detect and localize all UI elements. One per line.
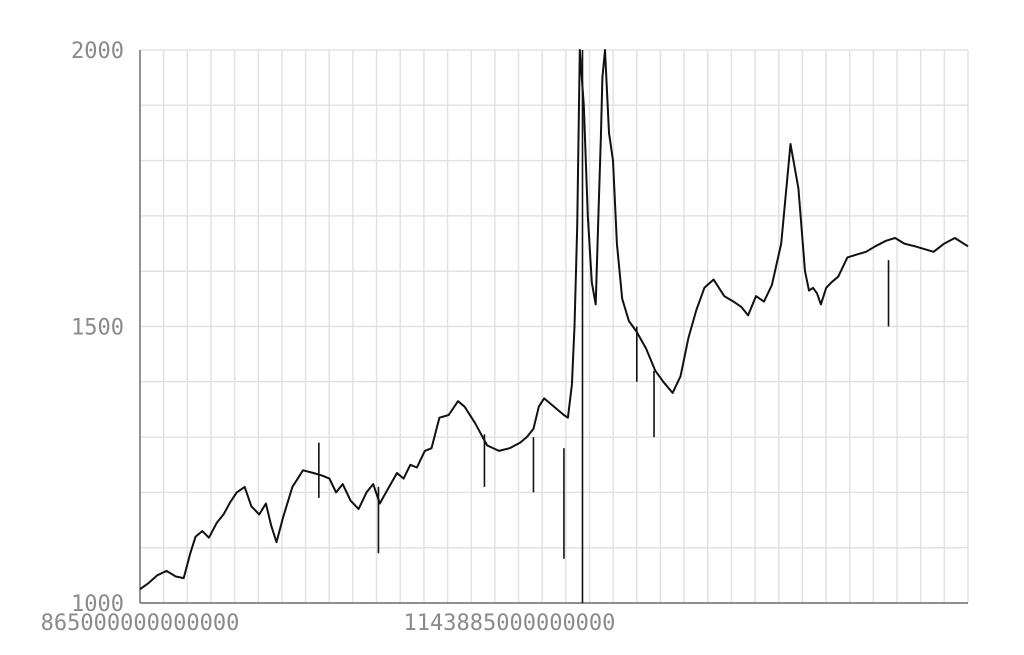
axes	[139, 50, 968, 604]
spike-lines	[318, 50, 890, 603]
y-tick-labels: 1000 1500 2000	[71, 39, 124, 617]
x-tick-label: 865000000000000	[41, 611, 240, 636]
y-tick-label: 2000	[71, 39, 124, 64]
series-line	[139, 49, 969, 591]
grid	[139, 49, 969, 604]
y-tick-label: 1000	[71, 592, 124, 617]
y-tick-label: 1500	[71, 316, 124, 341]
x-tick-labels: 865000000000000 1143885000000000	[41, 611, 616, 636]
x-tick-label: 1143885000000000	[404, 611, 616, 636]
